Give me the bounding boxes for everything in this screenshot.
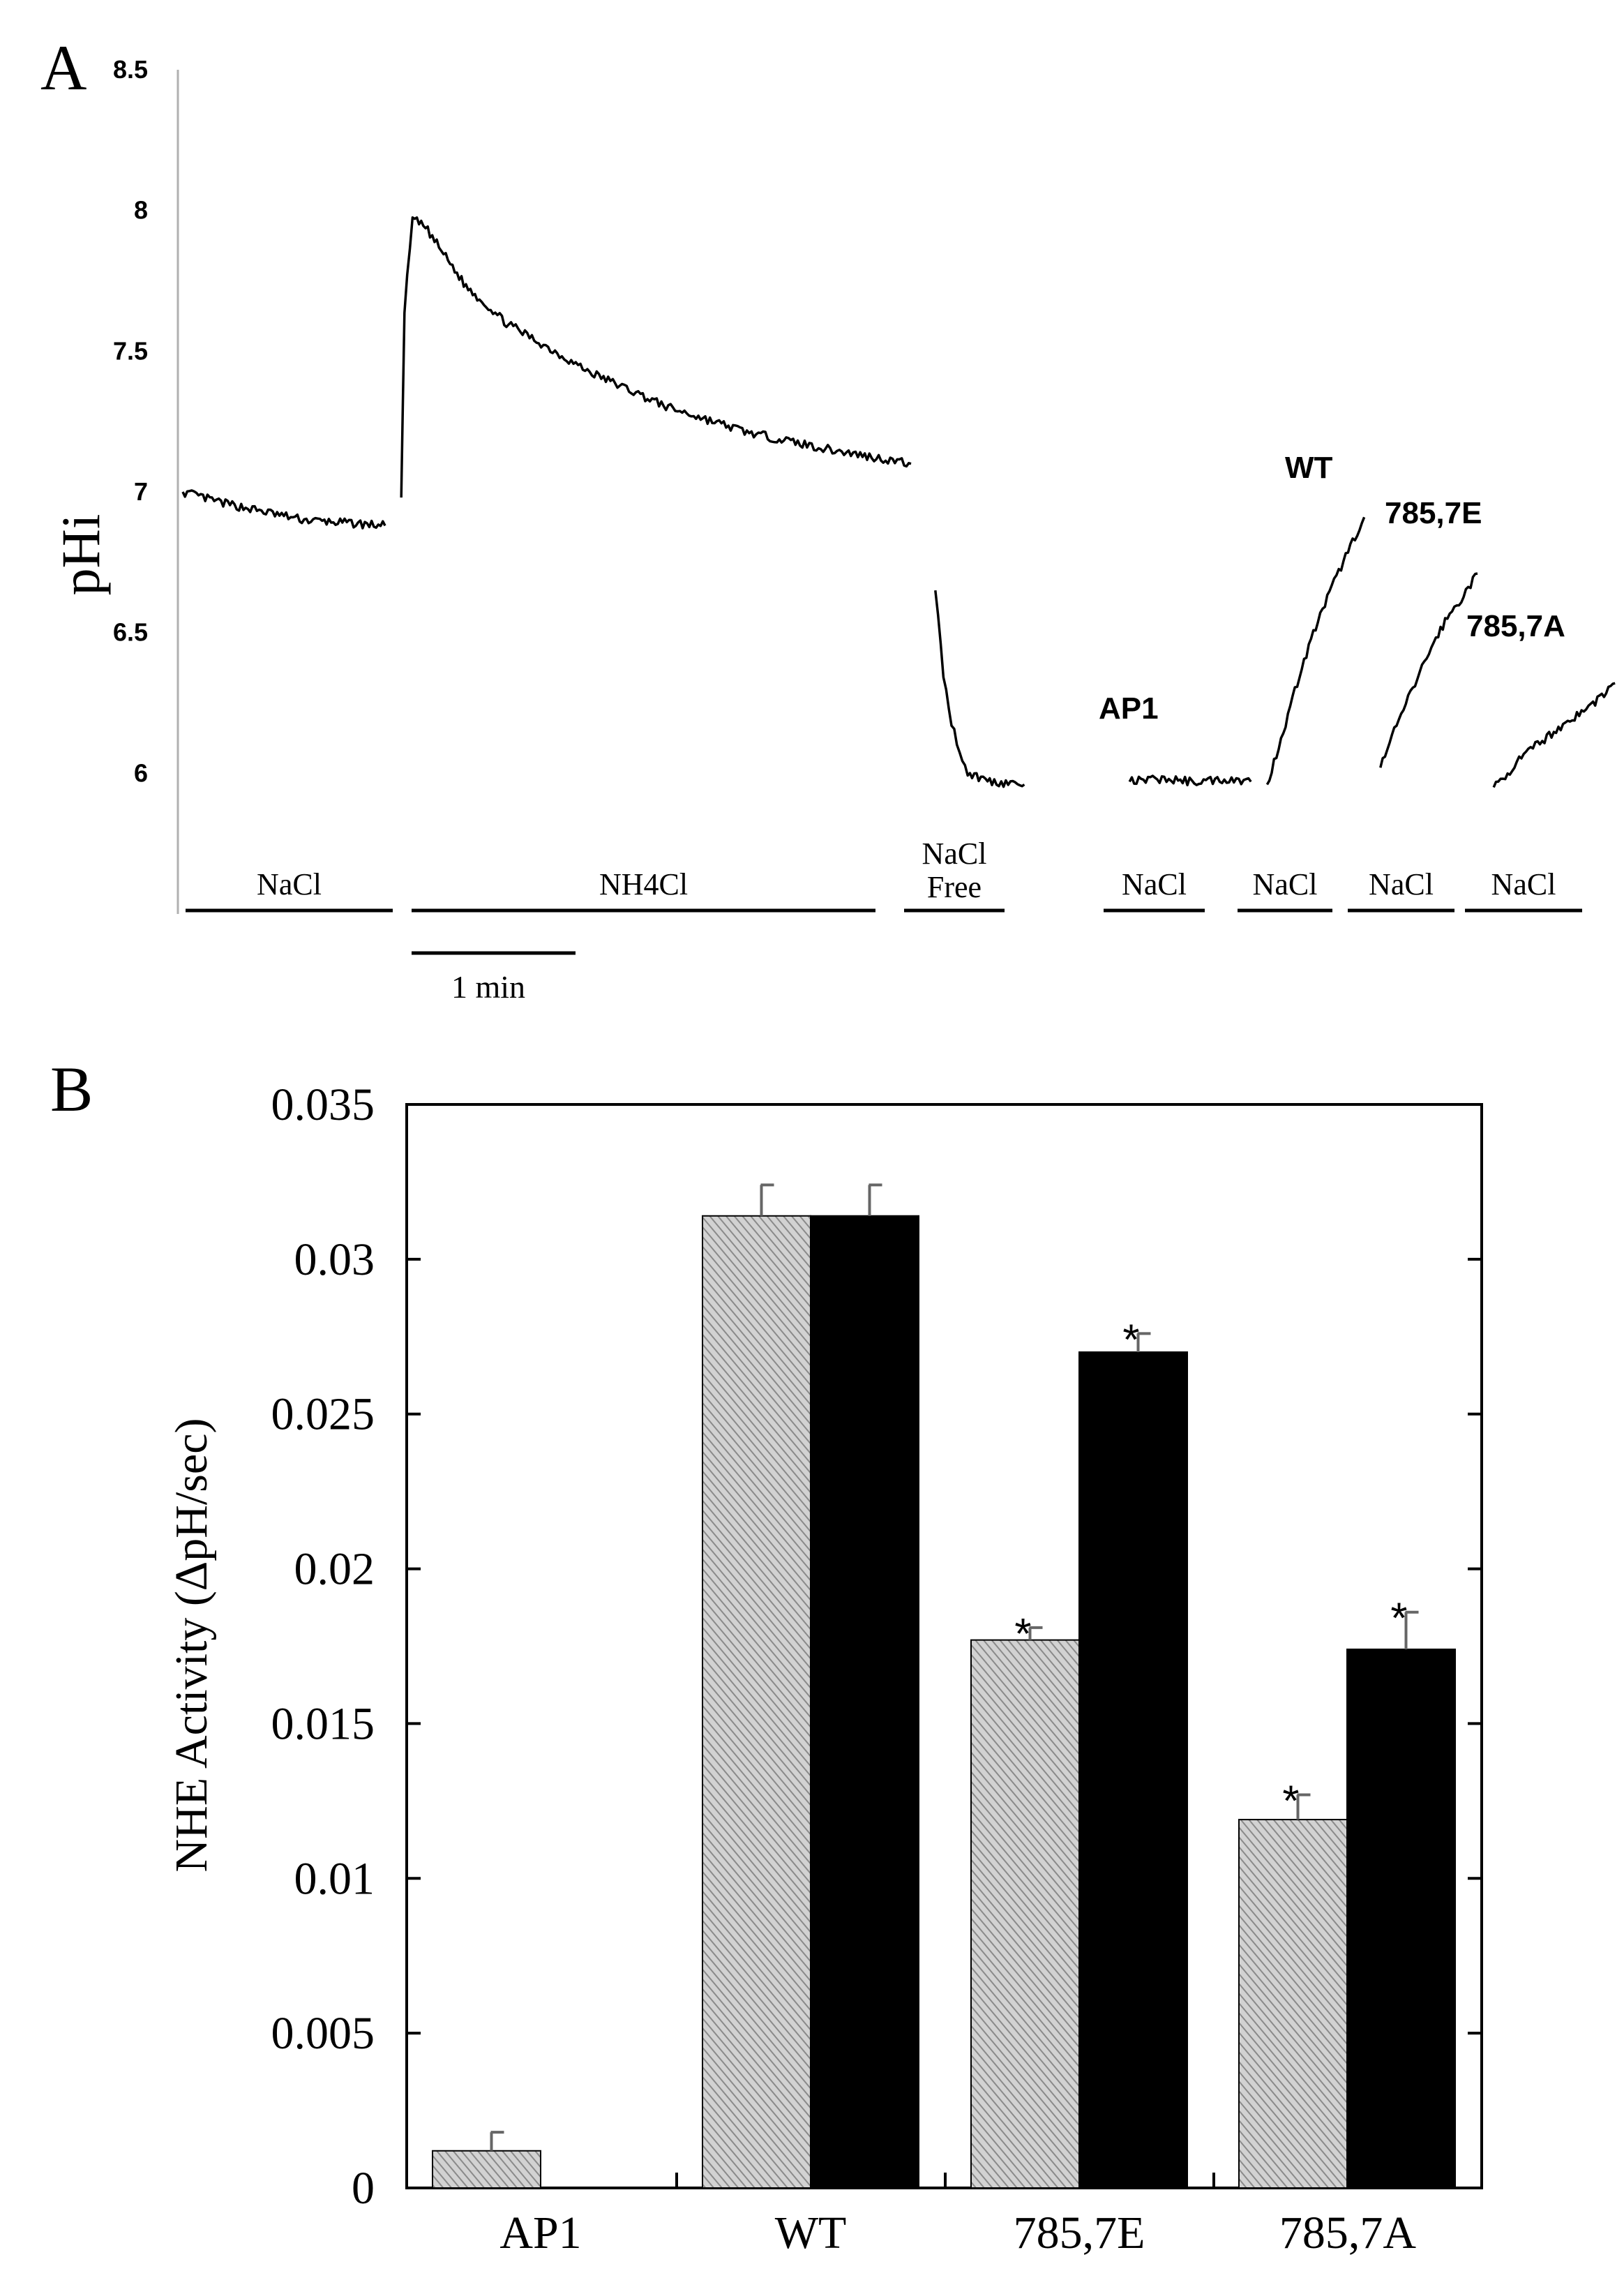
panel-a-tick-label: 6.5 xyxy=(113,618,148,647)
scale-bar-label: 1 min xyxy=(451,969,525,1005)
series-label-785-7a: 785,7A xyxy=(1466,609,1565,643)
series-label-ap1: AP1 xyxy=(1099,691,1159,726)
trace-785-7e xyxy=(1379,572,1478,768)
trace-ap1 xyxy=(1128,774,1252,787)
panel-a-condition-bars: NaCl NH4Cl NaCl Free NaCl NaCl NaCl NaCl xyxy=(186,837,1582,913)
bar-785-7a-solid xyxy=(1346,1648,1456,2189)
panel-b-tick-label: 0 xyxy=(352,2163,375,2214)
category-label-ap1: AP1 xyxy=(499,2207,581,2258)
panel-b-tick-label: 0.02 xyxy=(294,1544,375,1595)
panel-b-y-axis-label: NHE Activity (ΔpH/sec) xyxy=(166,1418,217,1873)
panel-b-categories: AP1 WT 785,7E 785,7A xyxy=(499,2207,1416,2258)
panel-letter-a: A xyxy=(40,32,87,103)
panel-a-series-labels: AP1 WT 785,7E 785,7A xyxy=(1099,451,1565,726)
panel-b-tick-label: 0.025 xyxy=(271,1389,375,1440)
significance-star: * xyxy=(1282,1777,1299,1825)
trace-wt xyxy=(1265,516,1366,786)
bar-wt-solid xyxy=(810,1215,919,2189)
panel-b-tick-label: 0.005 xyxy=(271,2008,375,2059)
panel-b-tick-label: 0.015 xyxy=(271,1698,375,1749)
panel-a-tick-label: 7 xyxy=(134,477,148,506)
panel-a-y-axis-label: pHi xyxy=(50,514,111,596)
bar-785-7e-hatched xyxy=(970,1639,1080,2189)
panel-b-y-ticks: 0 0.005 0.01 0.015 0.02 0.025 0.03 0.035 xyxy=(271,1079,1482,2214)
panel-a-tick-label: 8 xyxy=(134,196,148,225)
category-label-785-7e: 785,7E xyxy=(1014,2207,1145,2258)
bar-785-7a-hatched xyxy=(1238,1818,1348,2189)
panel-b-tick-label: 0.01 xyxy=(294,1853,375,1904)
trace-nacl-baseline xyxy=(181,489,386,530)
panel-a-tick-label: 7.5 xyxy=(113,336,148,365)
series-label-wt: WT xyxy=(1285,451,1333,485)
trace-nacl-free xyxy=(934,590,1025,788)
condition-label-nacl: NaCl xyxy=(1253,867,1318,901)
panel-a-tick-label: 8.5 xyxy=(113,55,148,84)
series-label-785-7e: 785,7E xyxy=(1385,496,1482,530)
significance-star: * xyxy=(1122,1316,1139,1364)
bar-785-7e-solid xyxy=(1078,1351,1188,2189)
condition-label-nh4cl: NH4Cl xyxy=(599,867,688,901)
panel-a-traces xyxy=(181,216,1616,788)
significance-star: * xyxy=(1390,1595,1407,1643)
trace-785-7a xyxy=(1492,682,1616,788)
condition-label-nacl: NaCl xyxy=(1369,867,1434,901)
category-label-wt: WT xyxy=(775,2207,847,2258)
panel-a-tick-label: 6 xyxy=(134,758,148,787)
panel-a-y-ticks: 6 6.5 7 7.5 8 8.5 xyxy=(113,55,148,787)
panel-b-tick-label: 0.035 xyxy=(271,1079,375,1130)
category-label-785-7a: 785,7A xyxy=(1279,2207,1417,2258)
panel-letter-b: B xyxy=(50,1054,93,1125)
condition-label-nacl: NaCl xyxy=(257,867,322,901)
condition-label-nacl: NaCl xyxy=(1122,867,1187,901)
bar-wt-hatched xyxy=(702,1215,811,2189)
panel-b-tick-label: 0.03 xyxy=(294,1234,375,1285)
bar-ap1-hatched xyxy=(432,2150,541,2189)
condition-label-nacl: NaCl xyxy=(1491,867,1556,901)
significance-star: * xyxy=(1014,1610,1031,1658)
trace-nh4cl-pulse xyxy=(400,216,912,498)
panel-b-bars: * * * * xyxy=(432,1183,1456,2189)
condition-label-nacl-free: NaCl Free xyxy=(922,837,987,904)
